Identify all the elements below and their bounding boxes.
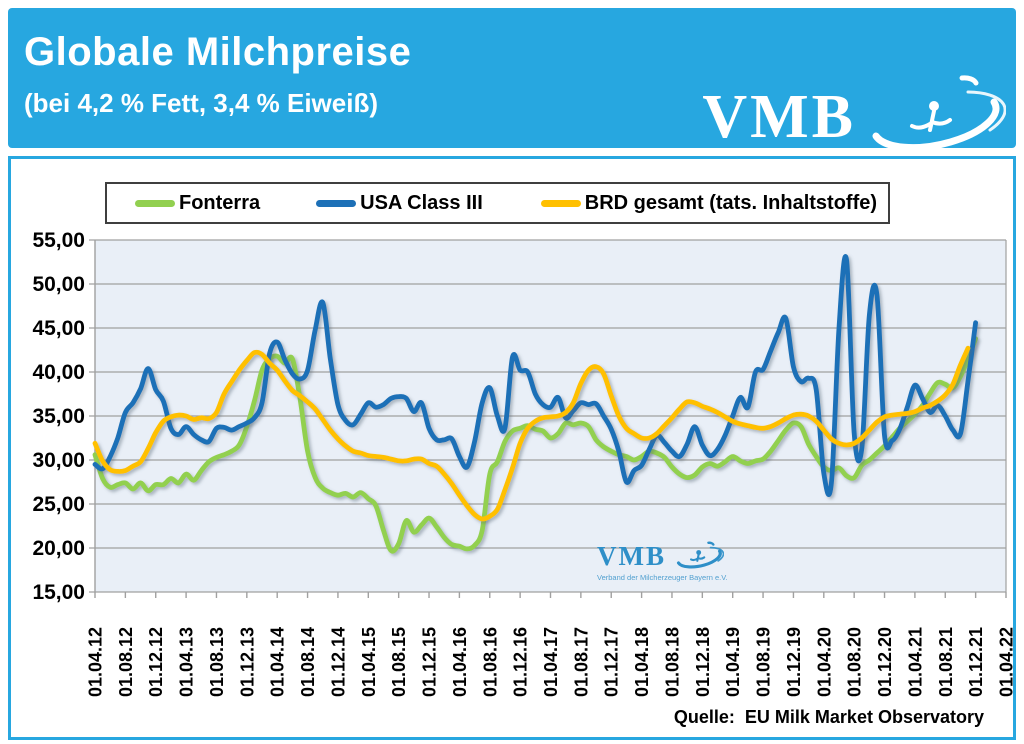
vmb-watermark-subtext: Verband der Milcherzeuger Bayern e.V. — [597, 573, 728, 582]
vmb-watermark-text: VMB — [597, 540, 666, 571]
vmb-watermark: VMB Verband der Milcherzeuger Bayern e.V… — [597, 540, 767, 583]
source-caption: Quelle: EU Milk Market Observatory — [673, 707, 984, 727]
legend-label-fonterra: Fonterra — [179, 191, 261, 214]
brd-gesamt-line-swatch — [540, 199, 581, 207]
fonterra-line-swatch — [135, 199, 175, 207]
legend-item-brd-gesamt: BRD gesamt (tats. Inhaltstoffe) — [540, 191, 878, 215]
legend-label-usa-class-iii: USA Class III — [360, 191, 483, 214]
legend-label-brd-gesamt: BRD gesamt (tats. Inhaltstoffe) — [584, 191, 878, 214]
page-title: Globale Milchpreise — [24, 30, 412, 74]
page-subtitle: (bei 4,2 % Fett, 3,4 % Eiweiß) — [24, 88, 378, 118]
legend-item-usa-class-iii: USA Class III — [316, 192, 483, 215]
usa-class-iii-line-swatch — [316, 199, 357, 207]
legend-item-fonterra: Fonterra — [135, 192, 260, 215]
vmb-logo-text: VMB — [702, 83, 856, 151]
vmb-swirl-icon — [872, 75, 1006, 152]
chart-frame — [8, 156, 1016, 740]
header-banner: Globale Milchpreise (bei 4,2 % Fett, 3,4… — [8, 8, 1016, 152]
vmb-watermark-swirl-icon — [676, 541, 724, 569]
chart-legend: Fonterra USA Class III BRD gesamt (tats.… — [105, 182, 890, 224]
